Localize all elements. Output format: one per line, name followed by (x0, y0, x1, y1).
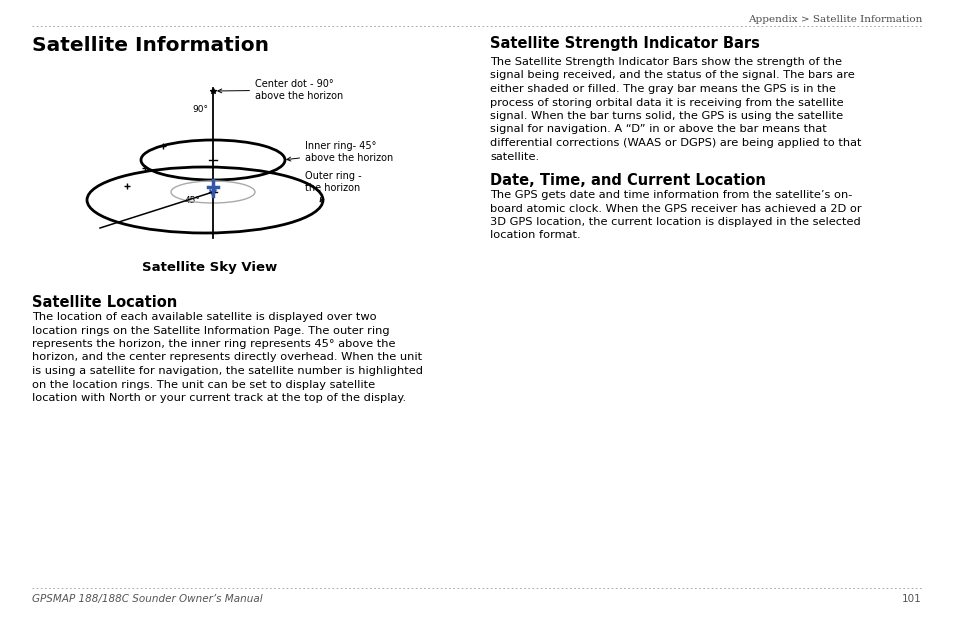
Text: Outer ring -
the horizon: Outer ring - the horizon (305, 171, 361, 202)
Text: Date, Time, and Current Location: Date, Time, and Current Location (490, 173, 765, 188)
Text: Appendix > Satellite Information: Appendix > Satellite Information (747, 15, 921, 24)
Text: on the location rings. The unit can be set to display satellite: on the location rings. The unit can be s… (32, 379, 375, 389)
Text: 45°: 45° (184, 196, 200, 205)
Text: signal for navigation. A “D” in or above the bar means that: signal for navigation. A “D” in or above… (490, 124, 826, 135)
Text: location rings on the Satellite Information Page. The outer ring: location rings on the Satellite Informat… (32, 326, 389, 336)
Text: The Satellite Strength Indicator Bars show the strength of the: The Satellite Strength Indicator Bars sh… (490, 57, 841, 67)
Text: is using a satellite for navigation, the satellite number is highlighted: is using a satellite for navigation, the… (32, 366, 422, 376)
Text: Satellite Location: Satellite Location (32, 295, 177, 310)
Text: Satellite Information: Satellite Information (32, 36, 269, 55)
Text: 3D GPS location, the current location is displayed in the selected: 3D GPS location, the current location is… (490, 217, 860, 227)
Text: Center dot - 90°
above the horizon: Center dot - 90° above the horizon (217, 79, 343, 101)
Text: 101: 101 (902, 594, 921, 604)
Text: 90°: 90° (192, 106, 208, 114)
Text: board atomic clock. When the GPS receiver has achieved a 2D or: board atomic clock. When the GPS receive… (490, 203, 861, 213)
Text: signal. When the bar turns solid, the GPS is using the satellite: signal. When the bar turns solid, the GP… (490, 111, 842, 121)
Text: differential corrections (WAAS or DGPS) are being applied to that: differential corrections (WAAS or DGPS) … (490, 138, 861, 148)
Text: process of storing orbital data it is receiving from the satellite: process of storing orbital data it is re… (490, 98, 842, 108)
Text: Satellite Sky View: Satellite Sky View (142, 261, 277, 274)
Text: location with North or your current track at the top of the display.: location with North or your current trac… (32, 393, 406, 403)
Text: The GPS gets date and time information from the satellite’s on-: The GPS gets date and time information f… (490, 190, 851, 200)
Text: location format.: location format. (490, 231, 580, 240)
Text: Satellite Strength Indicator Bars: Satellite Strength Indicator Bars (490, 36, 760, 51)
Text: The location of each available satellite is displayed over two: The location of each available satellite… (32, 312, 376, 322)
Text: horizon, and the center represents directly overhead. When the unit: horizon, and the center represents direc… (32, 352, 421, 363)
Text: either shaded or filled. The gray bar means the GPS is in the: either shaded or filled. The gray bar me… (490, 84, 835, 94)
Text: Inner ring- 45°
above the horizon: Inner ring- 45° above the horizon (287, 141, 393, 163)
Text: GPSMAP 188/188C Sounder Owner’s Manual: GPSMAP 188/188C Sounder Owner’s Manual (32, 594, 262, 604)
Text: represents the horizon, the inner ring represents 45° above the: represents the horizon, the inner ring r… (32, 339, 395, 349)
Text: satellite.: satellite. (490, 151, 538, 161)
Text: signal being received, and the status of the signal. The bars are: signal being received, and the status of… (490, 70, 854, 80)
